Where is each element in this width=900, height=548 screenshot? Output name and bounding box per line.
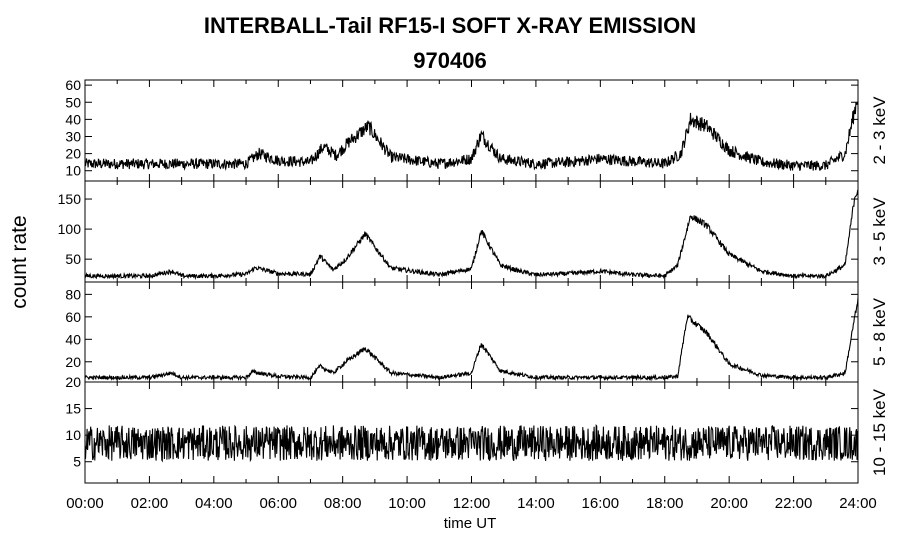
y-tick-label-2-0: 20 xyxy=(65,354,81,370)
panel-frame-0 xyxy=(84,79,859,182)
x-tick-label-3: 06:00 xyxy=(259,495,297,512)
y-axis-label: count rate xyxy=(8,215,31,308)
panel-frame-2 xyxy=(84,281,859,383)
x-tick-label-1: 02:00 xyxy=(131,495,169,512)
y-tick-label-2-2: 60 xyxy=(65,309,81,325)
y-tick-label-1-2: 150 xyxy=(58,191,82,207)
x-tick-label-7: 14:00 xyxy=(517,495,555,512)
series-trace-1 xyxy=(84,189,859,281)
x-tick-label-11: 22:00 xyxy=(775,495,813,512)
x-tick-label-4: 08:00 xyxy=(324,495,362,512)
y-tick-label-2-3: 80 xyxy=(65,286,81,302)
series-trace-2 xyxy=(84,297,859,382)
x-tick-label-12: 24:00 xyxy=(839,495,877,512)
panel-label-1: 3 - 5 keV xyxy=(870,197,889,266)
y-tick-label-3-1: 10 xyxy=(65,427,81,443)
x-tick-label-8: 16:00 xyxy=(582,495,620,512)
panel-frame-3 xyxy=(84,381,859,484)
x-tick-label-5: 10:00 xyxy=(388,495,426,512)
y-tick-label-1-1: 100 xyxy=(58,221,82,237)
y-tick-label-3-3: 20 xyxy=(65,374,81,390)
series-trace-0 xyxy=(84,101,859,171)
x-tick-label-10: 20:00 xyxy=(710,495,748,512)
y-tick-label-0-0: 10 xyxy=(65,163,81,179)
panel-label-2: 5 - 8 keV xyxy=(870,297,889,366)
y-tick-label-2-1: 40 xyxy=(65,331,81,347)
x-tick-label-2: 04:00 xyxy=(195,495,233,512)
y-tick-label-0-4: 50 xyxy=(65,94,81,110)
series-trace-3 xyxy=(84,424,859,463)
y-tick-label-0-1: 20 xyxy=(65,146,81,162)
x-axis-label: time UT xyxy=(444,515,497,532)
chart-title: INTERBALL-Tail RF15-I SOFT X-RAY EMISSIO… xyxy=(203,13,697,38)
chart-subtitle: 970406 xyxy=(413,48,487,73)
x-tick-label-0: 00:00 xyxy=(66,495,104,512)
y-tick-label-3-2: 15 xyxy=(65,401,81,417)
y-tick-label-0-3: 40 xyxy=(65,111,81,127)
y-tick-label-0-2: 30 xyxy=(65,128,81,144)
x-tick-label-6: 12:00 xyxy=(453,495,491,512)
y-tick-label-0-5: 60 xyxy=(65,77,81,93)
y-tick-label-1-0: 50 xyxy=(65,251,81,267)
panel-label-0: 2 - 3 keV xyxy=(870,96,889,165)
y-tick-label-3-0: 5 xyxy=(73,454,81,470)
panel-label-3: 10 - 15 keV xyxy=(870,388,889,476)
x-tick-label-9: 18:00 xyxy=(646,495,684,512)
